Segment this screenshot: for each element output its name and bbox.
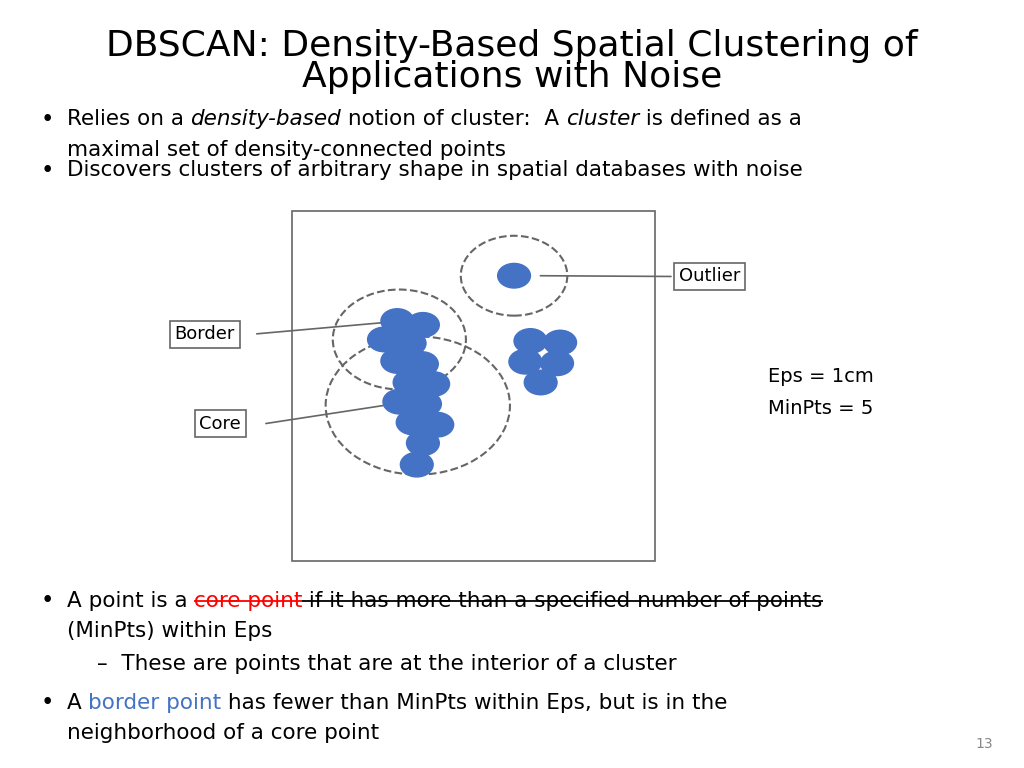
Text: •: • — [41, 108, 54, 131]
Circle shape — [498, 263, 530, 288]
Text: •: • — [41, 159, 54, 182]
Text: maximal set of density-connected points: maximal set of density-connected points — [67, 140, 506, 160]
Circle shape — [541, 351, 573, 376]
Text: –  These are points that are at the interior of a cluster: – These are points that are at the inter… — [97, 654, 677, 674]
Circle shape — [409, 392, 441, 416]
Text: if it has more than a specified number of points: if it has more than a specified number o… — [302, 591, 823, 611]
Text: •: • — [41, 589, 54, 612]
Circle shape — [393, 370, 426, 395]
Circle shape — [421, 412, 454, 437]
Circle shape — [509, 349, 542, 374]
Circle shape — [407, 431, 439, 455]
Circle shape — [400, 452, 433, 477]
Circle shape — [407, 313, 439, 337]
Text: Discovers clusters of arbitrary shape in spatial databases with noise: Discovers clusters of arbitrary shape in… — [67, 161, 803, 180]
Bar — [292, 211, 655, 561]
Text: Core: Core — [200, 415, 241, 433]
Text: is defined as a: is defined as a — [639, 109, 803, 129]
Circle shape — [368, 327, 400, 352]
Text: notion of cluster:  A: notion of cluster: A — [341, 109, 566, 129]
Text: Outlier: Outlier — [679, 267, 740, 286]
Text: Relies on a: Relies on a — [67, 109, 190, 129]
Text: has fewer than MinPts within Eps, but is in the: has fewer than MinPts within Eps, but is… — [221, 693, 728, 713]
Text: core point: core point — [195, 591, 302, 611]
Text: (MinPts) within Eps: (MinPts) within Eps — [67, 621, 272, 641]
Text: MinPts = 5: MinPts = 5 — [768, 399, 873, 418]
Circle shape — [393, 331, 426, 356]
Circle shape — [544, 330, 577, 355]
Text: neighborhood of a core point: neighborhood of a core point — [67, 723, 379, 743]
Circle shape — [514, 329, 547, 353]
Text: Applications with Noise: Applications with Noise — [302, 60, 722, 94]
Circle shape — [383, 389, 416, 414]
Circle shape — [381, 349, 414, 373]
Text: cluster: cluster — [566, 109, 639, 129]
Text: DBSCAN: Density-Based Spatial Clustering of: DBSCAN: Density-Based Spatial Clustering… — [106, 29, 918, 63]
Text: 13: 13 — [976, 737, 993, 751]
Text: A point is a: A point is a — [67, 591, 195, 611]
Text: border point: border point — [88, 693, 221, 713]
Circle shape — [381, 309, 414, 333]
Circle shape — [524, 370, 557, 395]
Circle shape — [406, 352, 438, 376]
Text: Border: Border — [175, 325, 234, 343]
Circle shape — [417, 372, 450, 396]
Circle shape — [396, 410, 429, 435]
Text: A: A — [67, 693, 88, 713]
Text: density-based: density-based — [190, 109, 341, 129]
Text: Eps = 1cm: Eps = 1cm — [768, 367, 873, 386]
Text: •: • — [41, 691, 54, 714]
